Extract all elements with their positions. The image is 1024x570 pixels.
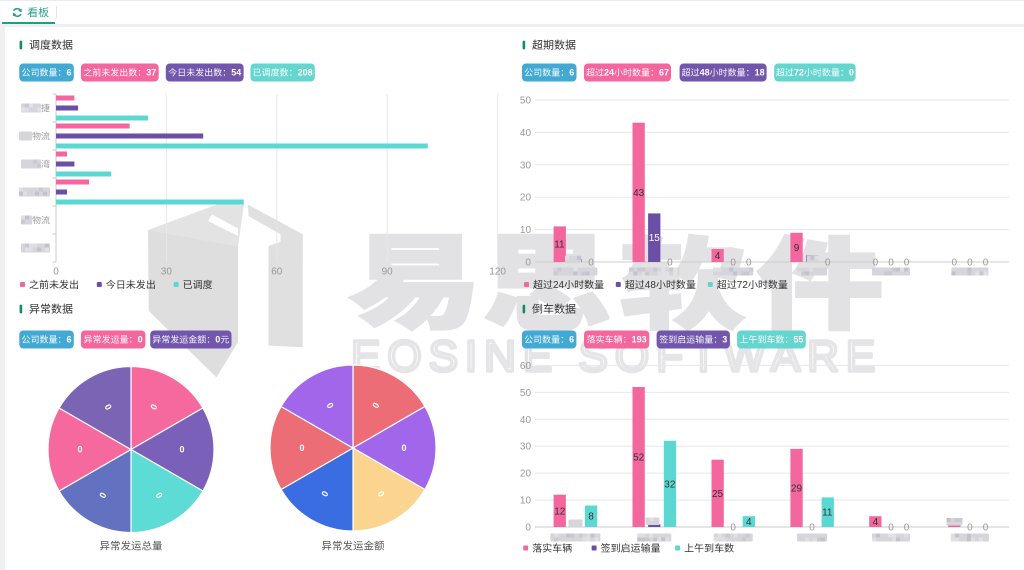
svg-text:60: 60: [271, 267, 283, 278]
svg-text:0: 0: [97, 491, 108, 500]
svg-text:193: 193: [632, 335, 647, 345]
svg-text:15: 15: [649, 233, 661, 244]
svg-text:52: 52: [633, 453, 645, 464]
svg-text:50: 50: [520, 388, 532, 399]
svg-text:54: 54: [231, 68, 241, 78]
svg-text:29: 29: [791, 484, 803, 495]
svg-text:0: 0: [138, 335, 143, 345]
svg-text:0: 0: [952, 258, 958, 269]
svg-text:20: 20: [520, 193, 532, 204]
svg-text:0: 0: [967, 523, 973, 534]
svg-text:18: 18: [755, 68, 765, 78]
svg-text:4: 4: [873, 517, 879, 528]
svg-text:0: 0: [180, 445, 185, 455]
svg-text:0: 0: [375, 489, 386, 498]
svg-text:0: 0: [53, 267, 59, 278]
svg-text:11: 11: [554, 240, 565, 251]
svg-text:6: 6: [67, 68, 72, 78]
svg-text:0: 0: [78, 445, 83, 455]
svg-text:0: 0: [148, 402, 159, 411]
svg-text:0: 0: [525, 258, 531, 269]
svg-text:40: 40: [520, 128, 532, 139]
svg-text:0: 0: [402, 443, 407, 453]
svg-text:0: 0: [809, 523, 815, 534]
svg-text:11: 11: [822, 508, 833, 519]
svg-text:30: 30: [161, 267, 173, 278]
svg-text:30: 30: [520, 160, 532, 171]
svg-text:0: 0: [525, 523, 531, 534]
svg-text:0: 0: [667, 258, 673, 269]
svg-text:60: 60: [520, 361, 532, 372]
svg-text:6: 6: [569, 335, 574, 345]
svg-text:0: 0: [825, 258, 831, 269]
svg-text:6: 6: [67, 335, 72, 345]
svg-text:72: 72: [794, 68, 804, 78]
svg-text:0: 0: [588, 258, 594, 269]
svg-text:0: 0: [215, 335, 220, 345]
svg-text:4: 4: [746, 517, 752, 528]
svg-text:72: 72: [737, 280, 749, 291]
svg-text:120: 120: [489, 267, 506, 278]
svg-text:4: 4: [715, 251, 721, 262]
svg-text:0: 0: [153, 491, 164, 500]
svg-text:67: 67: [659, 68, 669, 78]
svg-text:30: 30: [520, 442, 532, 453]
svg-text:0: 0: [730, 258, 736, 269]
svg-text:12: 12: [554, 506, 566, 517]
svg-text:48: 48: [700, 68, 710, 78]
svg-text:10: 10: [520, 225, 532, 236]
svg-text:0: 0: [370, 401, 381, 410]
svg-text:32: 32: [664, 479, 676, 490]
svg-text:25: 25: [712, 489, 724, 500]
svg-text:0: 0: [103, 402, 114, 411]
svg-text:0: 0: [888, 523, 894, 534]
svg-text:90: 90: [382, 267, 394, 278]
svg-text:9: 9: [794, 243, 800, 254]
svg-text:20: 20: [520, 469, 532, 480]
svg-text:0: 0: [300, 443, 305, 453]
svg-text:0: 0: [849, 68, 854, 78]
svg-text:0: 0: [983, 258, 989, 269]
svg-text:0: 0: [904, 258, 910, 269]
svg-text:40: 40: [520, 415, 532, 426]
svg-text:0: 0: [904, 523, 910, 534]
svg-text:3: 3: [722, 335, 727, 345]
svg-text:0: 0: [319, 489, 330, 498]
svg-text:6: 6: [569, 68, 574, 78]
svg-text:10: 10: [520, 496, 532, 507]
svg-text:0: 0: [888, 258, 894, 269]
svg-text:208: 208: [298, 68, 313, 78]
svg-text:50: 50: [520, 96, 532, 107]
svg-text:24: 24: [553, 280, 565, 291]
svg-text:48: 48: [645, 280, 657, 291]
svg-text:8: 8: [588, 512, 594, 523]
svg-text:0: 0: [873, 258, 879, 269]
svg-text:0: 0: [746, 258, 752, 269]
svg-text:0: 0: [325, 401, 336, 410]
svg-text:0: 0: [983, 523, 989, 534]
svg-text:0: 0: [730, 523, 736, 534]
svg-text:37: 37: [146, 68, 156, 78]
svg-text:0: 0: [967, 258, 973, 269]
svg-text:43: 43: [633, 188, 645, 199]
svg-text:24: 24: [604, 68, 614, 78]
svg-text:55: 55: [793, 335, 803, 345]
